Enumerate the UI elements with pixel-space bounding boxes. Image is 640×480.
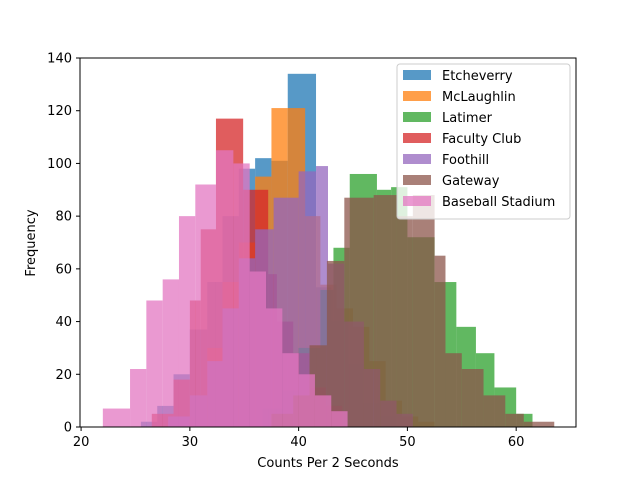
legend-swatch — [403, 175, 431, 185]
y-tick-label: 140 — [47, 52, 72, 67]
legend-label: Gateway — [442, 174, 500, 189]
histogram-bar — [266, 308, 283, 427]
histogram-bar — [396, 216, 413, 427]
x-tick-label: 50 — [399, 435, 416, 450]
y-tick-label: 20 — [55, 368, 72, 383]
histogram-bar — [249, 271, 266, 427]
plot-area — [102, 73, 555, 428]
histogram-bar — [215, 150, 234, 427]
x-axis-ticks: 20 30 40 50 60 — [73, 427, 525, 450]
y-tick-label: 40 — [55, 315, 72, 330]
histogram-bar — [195, 184, 216, 427]
legend-label: Foothill — [442, 153, 489, 168]
legend-swatch — [403, 196, 431, 206]
legend-swatch — [403, 70, 431, 80]
histogram-bar — [445, 353, 462, 427]
histogram-bar — [316, 166, 328, 427]
series-5 — [271, 195, 555, 427]
y-tick-label: 60 — [55, 262, 72, 277]
histogram-bar — [523, 421, 555, 427]
histogram-bar — [483, 395, 506, 427]
legend-label: Faculty Club — [442, 132, 521, 147]
x-tick-label: 30 — [182, 435, 199, 450]
histogram-bar — [434, 255, 446, 427]
histogram-bar — [344, 197, 374, 427]
legend-swatch — [403, 91, 431, 101]
legend-swatch — [403, 133, 431, 143]
histogram-bar — [146, 300, 163, 427]
histogram-bar — [162, 279, 179, 427]
legend-label: McLaughlin — [442, 90, 516, 105]
y-axis-label: Frequency — [24, 209, 39, 276]
histogram-bar — [505, 413, 524, 427]
y-tick-label: 120 — [47, 104, 72, 119]
histogram-bar — [298, 374, 315, 427]
legend-label: Etcheverry — [442, 69, 513, 84]
y-axis-ticks: 0 20 40 60 80 100 120 140 — [47, 52, 80, 436]
histogram-bar — [461, 369, 484, 427]
histogram-bar — [331, 411, 348, 427]
histogram-bar — [102, 408, 131, 427]
histogram-bar — [233, 163, 250, 427]
legend-label: Latimer — [442, 111, 493, 126]
x-tick-label: 60 — [508, 435, 525, 450]
histogram-bar — [282, 353, 299, 427]
x-tick-label: 20 — [73, 435, 90, 450]
histogram-bar — [314, 395, 332, 427]
plot-frame — [79, 57, 577, 428]
histogram-bar — [326, 260, 345, 427]
x-tick-label: 40 — [290, 435, 307, 450]
y-tick-label: 80 — [55, 210, 72, 225]
series-6 — [102, 150, 348, 427]
legend-frame — [396, 63, 571, 220]
legend: Etcheverry McLaughlin Latimer Faculty Club F… — [396, 63, 571, 220]
histogram-bar — [373, 195, 397, 427]
histogram-bar — [178, 216, 196, 427]
y-tick-label: 0 — [64, 421, 72, 436]
legend-swatch — [403, 154, 431, 164]
histogram-bar — [412, 195, 435, 427]
y-tick-label: 100 — [47, 157, 72, 172]
histogram-bar — [130, 369, 147, 427]
legend-label: Baseball Stadium — [442, 195, 555, 210]
x-axis-label: Counts Per 2 Seconds — [257, 456, 399, 471]
legend-swatch — [403, 112, 431, 122]
